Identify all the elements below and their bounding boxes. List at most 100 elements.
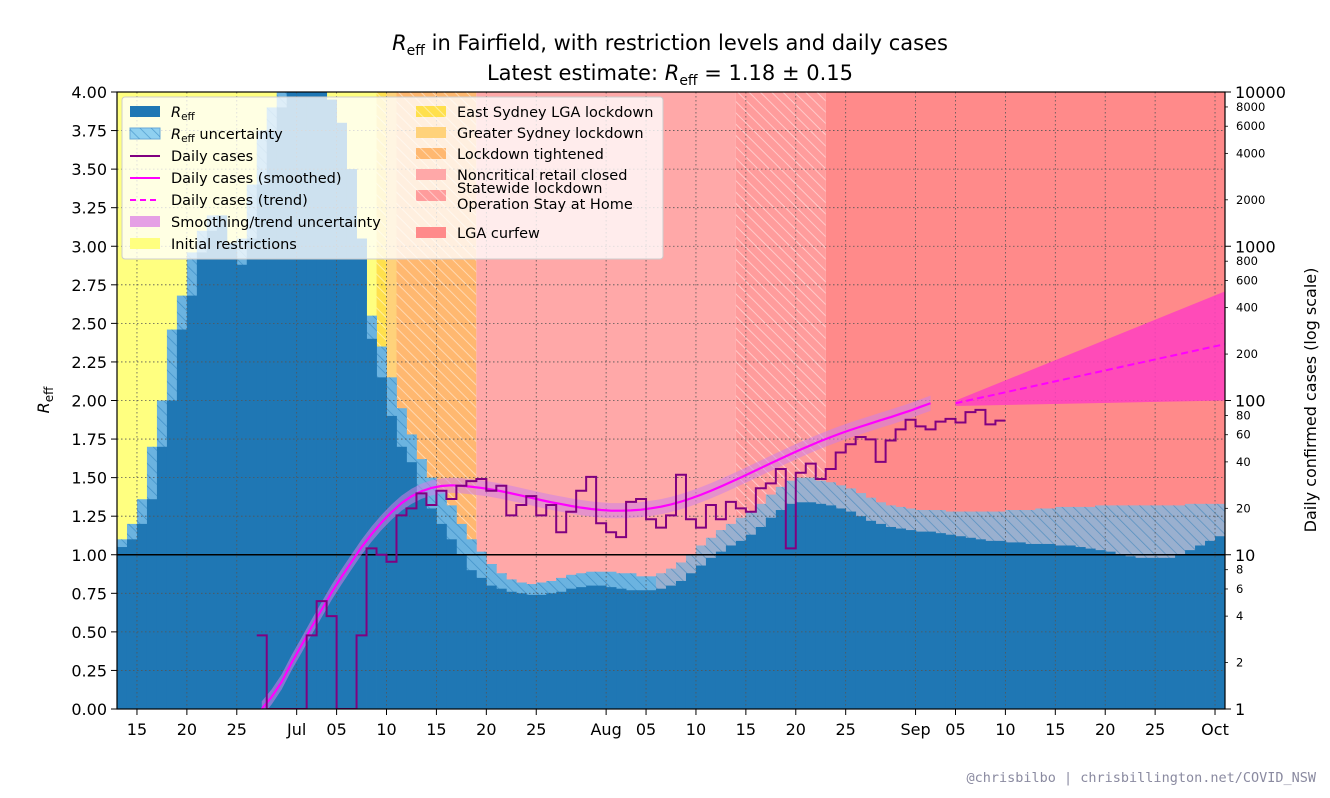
y-tick-label-left-16: 4.00 xyxy=(71,83,107,102)
reff-bar-111 xyxy=(1225,532,1235,709)
y-tick-label-right-2: 100 xyxy=(1235,392,1266,411)
legend-label-4: Daily cases (trend) xyxy=(171,193,308,209)
reff-bar-21 xyxy=(326,99,338,709)
reff-uncertainty-hatch-43 xyxy=(546,580,557,594)
reff-bar-98 xyxy=(1095,550,1106,709)
reff-uncertainty-hatch-110 xyxy=(1215,503,1225,537)
legend-label-1: Reff uncertainty xyxy=(171,127,283,145)
legend-label-0: Reff xyxy=(171,105,196,123)
legend: Reff Reff uncertainty Daily cases Daily cas… xyxy=(121,96,664,260)
reff-uncertainty-hatch-81 xyxy=(925,510,936,533)
reff-uncertainty-hatch-51 xyxy=(626,573,637,591)
axes: 15 20 25 Jul 05 10 15 20 25 Aug 05 10 15 20 25 Sep 05 10 1… xyxy=(71,83,1286,739)
reff-bar-36 xyxy=(476,577,487,709)
x-tick-label-13: 20 xyxy=(786,720,806,739)
reff-uncertainty-hatch-63 xyxy=(745,511,757,536)
reff-bar-39 xyxy=(506,591,517,709)
reff-bar-23 xyxy=(346,169,357,709)
reff-uncertainty-hatch-73 xyxy=(845,488,857,513)
reff-uncertainty-hatch-58 xyxy=(695,545,707,567)
reff-bar-57 xyxy=(685,573,697,709)
reff-bar-66 xyxy=(775,510,787,709)
y-tick-label-left-11: 2.75 xyxy=(71,276,107,295)
reff-uncertainty-hatch-62 xyxy=(735,517,747,542)
reff-bar-69 xyxy=(805,502,817,709)
reff-bar-76 xyxy=(875,523,887,709)
reff-bar-11 xyxy=(226,243,238,709)
x-tick-label-4: 05 xyxy=(326,720,346,739)
y-minor-tick-label-right-2: 6 xyxy=(1236,582,1243,596)
daily-cases-line xyxy=(256,408,1006,709)
reff-bar-89 xyxy=(1005,542,1016,709)
reff-uncertainty-hatch-65 xyxy=(765,494,777,519)
reff-bar-54 xyxy=(656,588,667,709)
x-tick-label-20: 25 xyxy=(1145,720,1165,739)
reff-uncertainty-hatch-2 xyxy=(136,499,148,525)
reff-bar-48 xyxy=(596,585,607,709)
reff-uncertainty-hatch-85 xyxy=(965,511,976,539)
reff-bar-60 xyxy=(715,551,727,709)
reff-bar-106 xyxy=(1175,554,1186,709)
reff-uncertainty-hatch-67 xyxy=(785,480,797,505)
reff-bar-94 xyxy=(1055,545,1066,709)
reff-uncertainty-hatch-6 xyxy=(176,295,188,331)
x-tick-label-11: 10 xyxy=(686,720,706,739)
reff-uncertainty-hatch-47 xyxy=(586,571,597,587)
y-minor-tick-label-right-14: 6000 xyxy=(1236,119,1265,133)
x-tick-label-15: Sep xyxy=(900,720,930,739)
reff-uncertainty-hatch-77 xyxy=(885,505,896,528)
reff-bar-12 xyxy=(236,264,248,709)
reff-bar-16 xyxy=(276,107,288,709)
reff-bar-50 xyxy=(616,588,627,709)
x-tick-label-14: 25 xyxy=(836,720,856,739)
reff-uncertainty-hatch-69 xyxy=(805,477,817,503)
reff-bar-45 xyxy=(566,588,577,709)
reff-uncertainty-hatch-32 xyxy=(436,489,447,525)
x-tick-label-16: 05 xyxy=(945,720,965,739)
reff-uncertainty-hatch-30 xyxy=(416,459,427,494)
reff-uncertainty-hatch-109 xyxy=(1205,503,1216,542)
reff-uncertainty-hatch-82 xyxy=(935,510,946,534)
y-minor-tick-label-right-13: 4000 xyxy=(1236,146,1265,160)
reff-bar-105 xyxy=(1165,557,1176,709)
legend-right-swatch-hatch-4 xyxy=(416,190,446,201)
reff-uncertainty-hatch-95 xyxy=(1065,506,1076,546)
reff-uncertainty-hatch-105 xyxy=(1165,505,1176,559)
x-tick-label-12: 15 xyxy=(736,720,756,739)
reff-bar-22 xyxy=(336,122,347,709)
reff-uncertainty-hatch-80 xyxy=(915,510,926,533)
reff-uncertainty-hatch-83 xyxy=(945,511,956,536)
reff-bar-87 xyxy=(985,540,996,709)
reff-bar-64 xyxy=(755,526,767,709)
reff-bar-28 xyxy=(396,446,407,709)
reff-uncertainty-hatch-107 xyxy=(1185,503,1196,551)
grid xyxy=(117,92,1225,709)
reff-uncertainty-hatch-66 xyxy=(775,486,787,511)
y-tick-label-right-1: 10 xyxy=(1235,546,1255,565)
reff-bar-13 xyxy=(246,238,258,709)
reff-uncertainty-hatch-0 xyxy=(117,539,128,548)
legend-swatch-5 xyxy=(130,216,160,227)
reff-bar-93 xyxy=(1045,543,1056,709)
reff-bar-97 xyxy=(1085,548,1096,709)
reff-uncertainty-hatch-44 xyxy=(556,577,567,593)
reff-uncertainty-hatch-53 xyxy=(646,576,657,591)
y-tick-label-left-2: 0.50 xyxy=(71,623,107,642)
reff-bar-63 xyxy=(745,534,757,709)
y-minor-tick-label-right-1: 4 xyxy=(1236,609,1243,623)
reff-uncertainty-hatch-48 xyxy=(596,571,607,587)
reff-uncertainty-hatch-108 xyxy=(1195,503,1206,546)
reff-bar-77 xyxy=(885,526,896,709)
reff-uncertainty-hatch-56 xyxy=(675,562,687,582)
reff-bar-8 xyxy=(196,252,208,709)
reff-uncertainty-hatch-50 xyxy=(616,573,627,590)
reff-bar-42 xyxy=(536,594,547,709)
reff-uncertainty-hatch-76 xyxy=(875,502,887,525)
reff-bar-108 xyxy=(1195,545,1206,709)
y-tick-label-left-4: 1.00 xyxy=(71,546,107,565)
chart-title: Reff in Fairfield, with restriction leve… xyxy=(392,31,948,59)
x-tick-label-9: Aug xyxy=(590,720,621,739)
reff-bar-90 xyxy=(1015,542,1026,709)
reff-bar-110 xyxy=(1215,536,1225,709)
